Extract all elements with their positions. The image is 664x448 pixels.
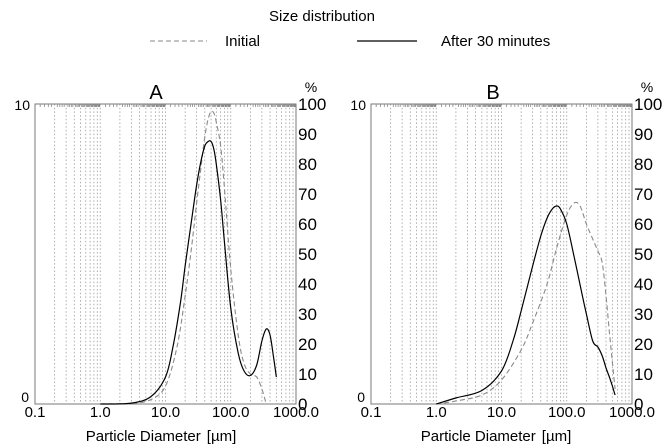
panel-a-ytick-right: 10: [298, 365, 317, 384]
panel-a-ytick-right: 60: [298, 215, 317, 234]
panel-a-ytick-right: 40: [298, 275, 317, 294]
panel-b-label: B: [486, 82, 499, 104]
panel-a-ytick-right: 90: [298, 125, 317, 144]
panel-b-ytick-right: 40: [634, 275, 653, 294]
panel-b-ytick-right: 30: [634, 305, 653, 324]
panel-b-xtick-label: 1.0: [426, 404, 447, 421]
panel-a-ytick-right: 20: [298, 335, 317, 354]
panel-a-series-initial-line: [100, 111, 266, 404]
legend-label-initial: Initial: [225, 33, 260, 50]
panel-b-ytick-right: 90: [634, 125, 653, 144]
panel-b-right-axis-label: %: [641, 79, 653, 95]
panel-a-ytick-right: 70: [298, 185, 317, 204]
panel-b-ytick-right: 80: [634, 155, 653, 174]
legend-label-after: After 30 minutes: [441, 33, 550, 50]
panel-a-ytick-right: 50: [298, 245, 317, 264]
panel-a-xtick-label: 1000.0: [273, 404, 319, 421]
panel-b-ytick-left-0: 0: [357, 389, 365, 405]
panel-b-ytick-right: 100: [634, 95, 662, 114]
panel-a-ytick-left-10: 10: [14, 97, 30, 113]
panel-a-x-tick-labels: 0.1 1.0 10.0 100.0 1000.0: [25, 404, 319, 421]
panel-b-ytick-right: 60: [634, 215, 653, 234]
panel-a-ytick-right: 80: [298, 155, 317, 174]
panel-a-ytick-left-0: 0: [21, 389, 29, 405]
panel-b-ytick-left-10: 10: [350, 97, 366, 113]
panel-a-ytick-right: 30: [298, 305, 317, 324]
figure-title: Size distribution: [269, 8, 375, 25]
panel-a-x-axis-title: Particle Diameter [µm]: [86, 428, 237, 445]
panel-b-ytick-right: 50: [634, 245, 653, 264]
panel-b-xtick-label: 100.0: [548, 404, 586, 421]
panel-b-ytick-right: 70: [634, 185, 653, 204]
panel-b-ytick-right: 10: [634, 365, 653, 384]
panel-b-grid: [391, 104, 629, 404]
panel-a-label: A: [149, 82, 163, 104]
panel-b-ytick-right: 20: [634, 335, 653, 354]
panel-b-series-after-30-minutes-line: [436, 206, 615, 404]
panel-a-xtick-label: 100.0: [212, 404, 250, 421]
panel-a-xtick-label: 10.0: [151, 404, 180, 421]
panel-b-series-initial-line: [436, 202, 615, 404]
panel-a-ytick-right: 100: [298, 95, 326, 114]
panel-a-right-axis-label: %: [305, 79, 317, 95]
panel-b-xtick-label: 1000.0: [609, 404, 655, 421]
panel-b-x-tick-labels: 0.1 1.0 10.0 100.0 1000.0: [361, 404, 655, 421]
panel-a-xtick-label: 0.1: [25, 404, 46, 421]
legend: Initial After 30 minutes: [150, 33, 550, 50]
panel-b-xtick-label: 0.1: [361, 404, 382, 421]
panel-b-x-axis-title: Particle Diameter [µm]: [421, 428, 572, 445]
panel-a-xtick-label: 1.0: [90, 404, 111, 421]
panel-b-xtick-label: 10.0: [487, 404, 516, 421]
